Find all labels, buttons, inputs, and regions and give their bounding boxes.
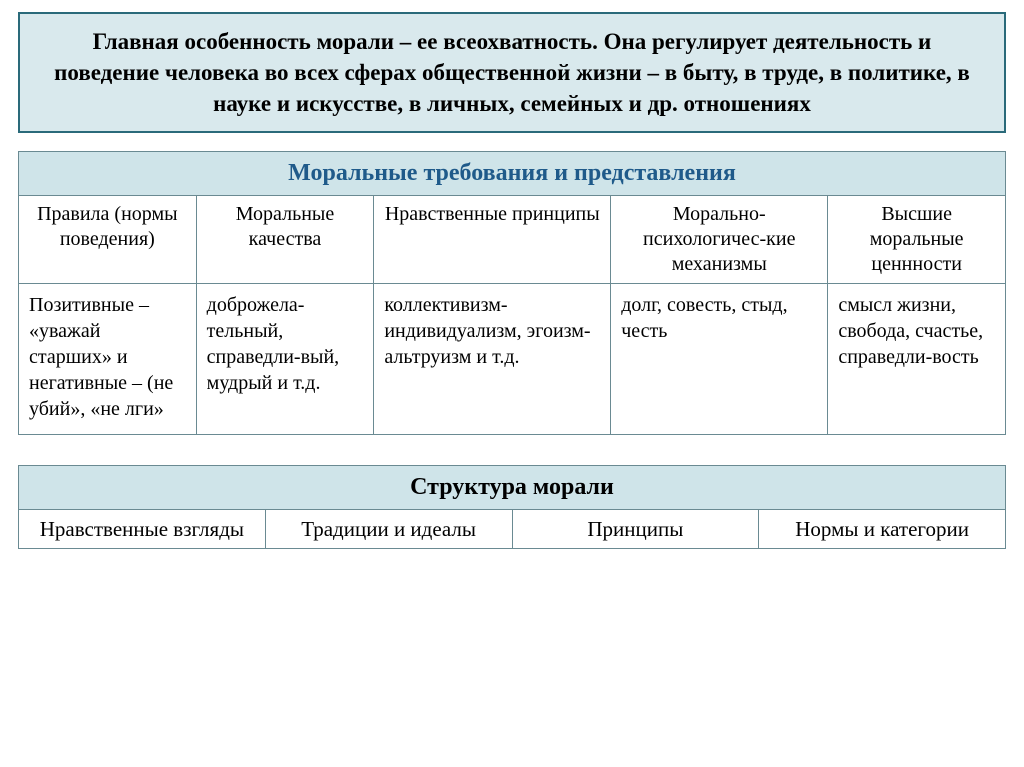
struct-table-title: Структура морали (19, 466, 1006, 510)
struct-cell-0: Нравственные взгляды (19, 510, 266, 549)
cell-0: Позитивные – «уважай старших» и негативн… (19, 284, 197, 435)
struct-cell-2: Принципы (512, 510, 759, 549)
col-header-1: Моральные качества (196, 196, 374, 284)
struct-cell-1: Традиции и идеалы (265, 510, 512, 549)
cell-1: доброжела-тельный, справедли-вый, мудрый… (196, 284, 374, 435)
intro-text: Главная особенность морали – ее всеохват… (18, 12, 1006, 133)
struct-cell-3: Нормы и категории (759, 510, 1006, 549)
col-header-2: Нравственные принципы (374, 196, 611, 284)
col-header-3: Морально-психологичес-кие механизмы (611, 196, 828, 284)
col-header-4: Высшие моральные ценнности (828, 196, 1006, 284)
col-header-0: Правила (нормы поведения) (19, 196, 197, 284)
cell-3: долг, совесть, стыд, честь (611, 284, 828, 435)
cell-2: коллективизм-индивидуализм, эгоизм-альтр… (374, 284, 611, 435)
main-table-title: Моральные требования и представления (19, 152, 1006, 196)
cell-4: смысл жизни, свобода, счастье, справедли… (828, 284, 1006, 435)
structure-table: Структура морали Нравственные взгляды Тр… (18, 465, 1006, 549)
moral-requirements-table: Моральные требования и представления Пра… (18, 151, 1006, 435)
